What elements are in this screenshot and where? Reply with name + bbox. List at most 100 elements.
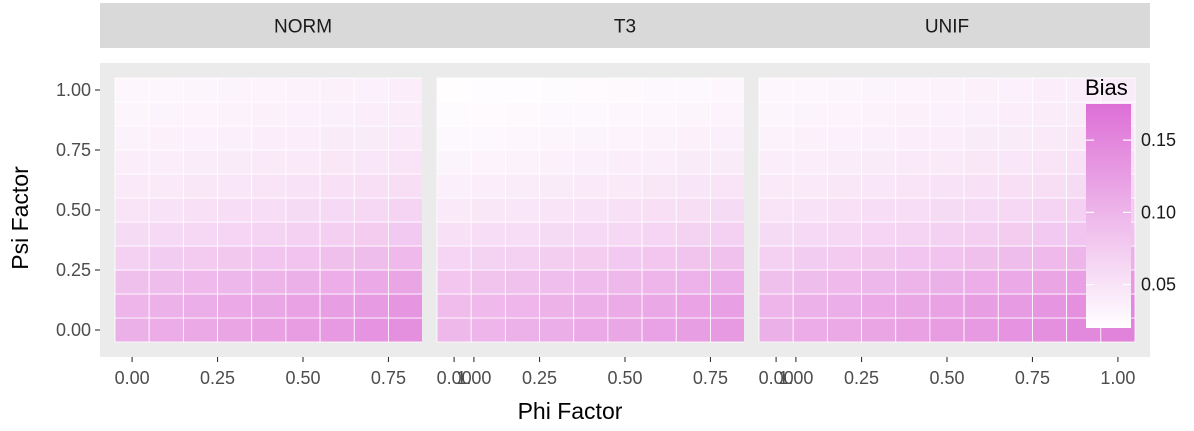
y-tick-label: 0.00	[56, 320, 91, 340]
heatmap-tile	[826, 245, 862, 271]
x-axis-title: Phi Factor	[518, 398, 623, 424]
heatmap-tile	[573, 317, 609, 343]
heatmap-tile	[861, 173, 897, 199]
heatmap-tile	[710, 269, 746, 295]
heatmap-tile	[861, 269, 897, 295]
heatmap-tile	[217, 221, 253, 247]
heatmap-tile	[675, 293, 711, 319]
heatmap-tile	[217, 245, 253, 271]
heatmap-tile	[861, 245, 897, 271]
heatmap-tile	[353, 269, 389, 295]
heatmap-tile	[758, 149, 794, 175]
heatmap-tile	[353, 125, 389, 151]
heatmap-tile	[929, 125, 965, 151]
heatmap-tile	[607, 197, 643, 223]
heatmap-tile	[1032, 101, 1068, 127]
heatmap-tile	[539, 149, 575, 175]
x-tick-label: 0.75	[371, 368, 406, 388]
heatmap-tile	[470, 149, 506, 175]
heatmap-tile	[539, 77, 575, 103]
heatmap-tile	[504, 293, 540, 319]
heatmap-tile	[607, 269, 643, 295]
facet-panel-unif: UNIF 0.00 0.25 0.50 0.75 1.00	[744, 3, 1150, 388]
heatmap-tile	[758, 125, 794, 151]
heatmap-tile	[929, 221, 965, 247]
heatmap-tile	[388, 197, 424, 223]
heatmap-tile	[641, 125, 677, 151]
heatmap-tile	[675, 197, 711, 223]
heatmap-tile	[182, 173, 218, 199]
heatmap-tile	[319, 317, 355, 343]
heatmap-tile	[710, 101, 746, 127]
heatmap-tile	[1100, 77, 1136, 103]
heatmap-tile	[436, 125, 472, 151]
heatmap-tile	[251, 245, 287, 271]
facet-strip-label: T3	[614, 17, 636, 38]
heatmap-tile	[573, 173, 609, 199]
heatmap-tile	[114, 293, 150, 319]
heatmap-tile	[929, 293, 965, 319]
heatmap-tile	[963, 221, 999, 247]
heatmap-tile	[997, 149, 1033, 175]
heatmap-tile	[895, 77, 931, 103]
heatmap-tile	[675, 125, 711, 151]
heatmap-tile	[997, 293, 1033, 319]
heatmap-tile	[539, 101, 575, 127]
heatmap-tiles	[758, 77, 1136, 343]
heatmap-tile	[217, 197, 253, 223]
heatmap-tile	[710, 317, 746, 343]
heatmap-tile	[251, 149, 287, 175]
heatmap-tile	[217, 101, 253, 127]
heatmap-tile	[182, 125, 218, 151]
y-tick-label: 0.25	[56, 260, 91, 280]
heatmap-tile	[319, 197, 355, 223]
heatmap-tile	[573, 101, 609, 127]
heatmap-tile	[114, 221, 150, 247]
heatmap-tile	[607, 221, 643, 247]
facet-strip	[744, 3, 1150, 48]
heatmap-tile	[251, 77, 287, 103]
heatmap-tile	[792, 173, 828, 199]
heatmap-tile	[470, 317, 506, 343]
heatmap-tile	[861, 125, 897, 151]
heatmap-tile	[388, 173, 424, 199]
heatmap-tile	[436, 317, 472, 343]
heatmap-tile	[641, 173, 677, 199]
heatmap-tile	[251, 293, 287, 319]
heatmap-tile	[470, 293, 506, 319]
heatmap-tile	[675, 173, 711, 199]
heatmap-tile	[148, 221, 184, 247]
heatmap-tile	[929, 77, 965, 103]
heatmap-tile	[826, 221, 862, 247]
heatmap-tile	[436, 245, 472, 271]
heatmap-tile	[607, 77, 643, 103]
heatmap-tile	[861, 221, 897, 247]
heatmap-tile	[963, 149, 999, 175]
heatmap-tile	[826, 293, 862, 319]
heatmap-tile	[353, 77, 389, 103]
heatmap-tile	[758, 101, 794, 127]
heatmap-tile	[997, 173, 1033, 199]
heatmap-tile	[675, 269, 711, 295]
heatmap-tile	[826, 125, 862, 151]
heatmap-tile	[353, 197, 389, 223]
heatmap-tile	[997, 245, 1033, 271]
heatmap-tile	[353, 101, 389, 127]
heatmap-tile	[539, 173, 575, 199]
heatmap-tile	[895, 173, 931, 199]
heatmap-tile	[758, 293, 794, 319]
heatmap-tile	[148, 269, 184, 295]
heatmap-tile	[573, 149, 609, 175]
heatmap-tile	[758, 197, 794, 223]
x-tick-label: 0.50	[285, 368, 320, 388]
heatmap-tile	[148, 197, 184, 223]
heatmap-tile	[114, 197, 150, 223]
heatmap-tile	[895, 149, 931, 175]
heatmap-tile	[792, 317, 828, 343]
heatmap-tile	[319, 173, 355, 199]
legend-tick-label: 0.05	[1141, 275, 1176, 295]
heatmap-tile	[641, 293, 677, 319]
heatmap-tile	[182, 77, 218, 103]
heatmap-tile	[388, 101, 424, 127]
heatmap-tile	[285, 269, 321, 295]
